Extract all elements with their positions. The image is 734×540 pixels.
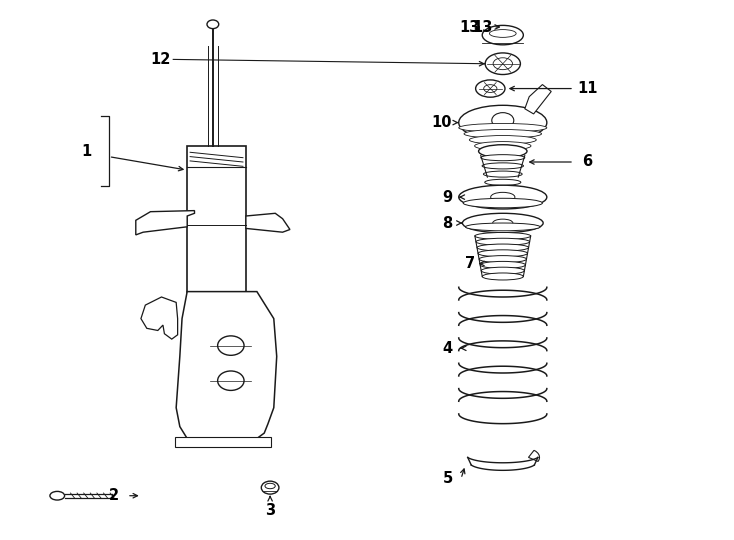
Bar [187,146,246,292]
Polygon shape [141,297,178,339]
Ellipse shape [481,154,525,161]
Circle shape [217,371,244,390]
Ellipse shape [478,250,528,257]
Ellipse shape [464,130,542,138]
Text: 6: 6 [582,154,592,170]
Text: 3: 3 [265,503,275,518]
Text: 11: 11 [577,81,597,96]
Ellipse shape [462,213,543,233]
Ellipse shape [50,491,65,500]
Text: 7: 7 [465,256,475,271]
Ellipse shape [469,136,537,144]
Ellipse shape [492,113,514,128]
Ellipse shape [459,185,547,209]
Ellipse shape [459,124,547,132]
Text: 13: 13 [473,19,493,35]
Polygon shape [136,211,195,235]
Ellipse shape [477,244,528,251]
Polygon shape [176,292,277,438]
Ellipse shape [493,219,513,227]
Ellipse shape [459,105,547,140]
Ellipse shape [480,261,526,268]
Text: 10: 10 [432,115,452,130]
Ellipse shape [493,58,512,70]
Ellipse shape [482,25,523,45]
Text: 13: 13 [459,19,480,35]
Ellipse shape [486,187,520,193]
Text: 12: 12 [150,52,170,67]
Ellipse shape [261,481,279,494]
Ellipse shape [482,267,524,274]
Text: 8: 8 [443,215,453,231]
Ellipse shape [476,238,530,245]
Ellipse shape [490,30,516,37]
Ellipse shape [465,223,540,231]
Text: 2: 2 [109,488,119,503]
Polygon shape [525,85,551,114]
Polygon shape [246,213,290,232]
Text: 1: 1 [81,144,92,159]
Text: 5: 5 [443,471,453,487]
Ellipse shape [265,483,275,489]
Ellipse shape [490,192,515,202]
Ellipse shape [475,232,531,240]
Ellipse shape [482,163,523,169]
Ellipse shape [476,80,505,97]
Bar [175,437,271,447]
Ellipse shape [482,273,523,280]
Ellipse shape [475,141,531,150]
Ellipse shape [207,20,219,29]
Ellipse shape [484,85,497,92]
Ellipse shape [484,179,521,185]
Ellipse shape [479,145,527,158]
Ellipse shape [485,53,520,75]
Ellipse shape [479,255,526,262]
Text: 4: 4 [443,341,453,356]
Ellipse shape [484,171,522,177]
Text: 9: 9 [443,190,453,205]
Wedge shape [528,450,539,461]
Ellipse shape [463,198,542,208]
Circle shape [217,336,244,355]
